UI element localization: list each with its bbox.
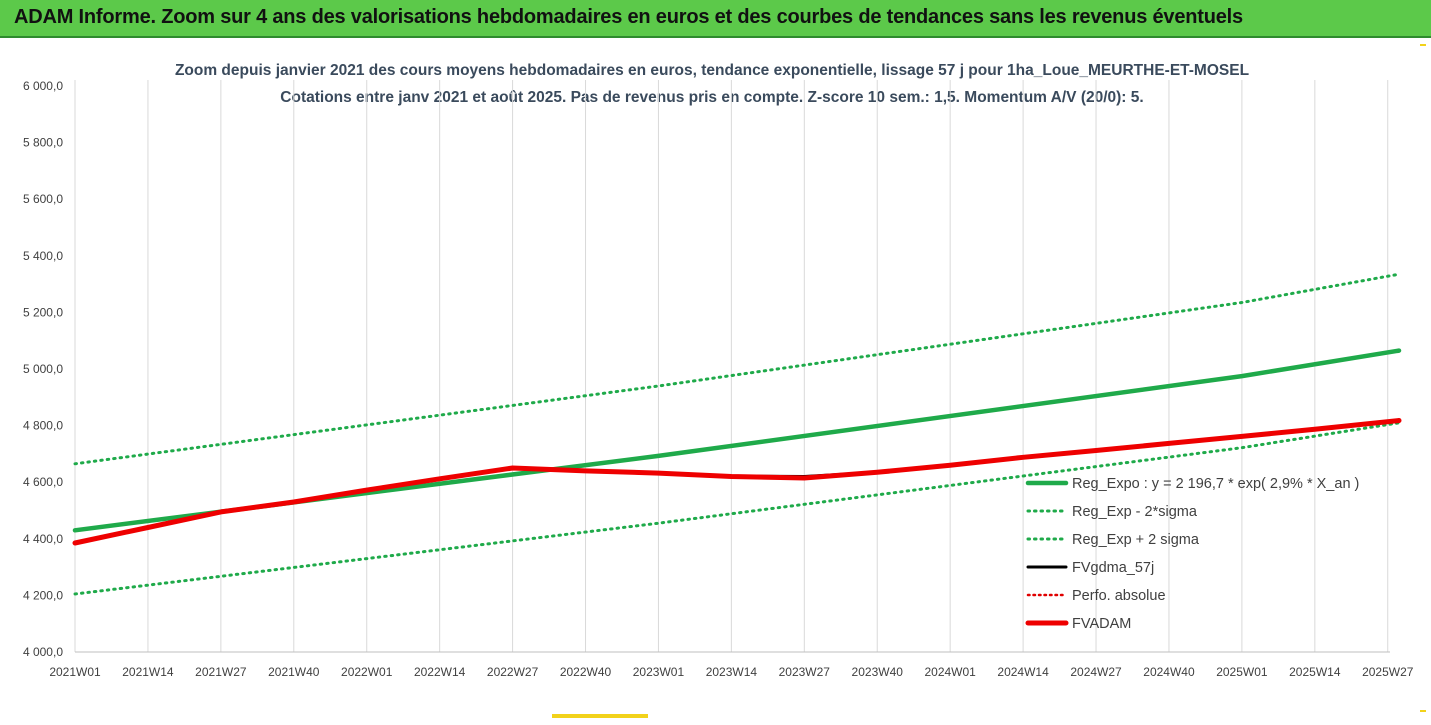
x-tick-label: 2024W14	[997, 665, 1049, 679]
x-tick-label: 2023W01	[633, 665, 685, 679]
legend: Reg_Expo : y = 2 196,7 * exp( 2,9% * X_a…	[1025, 476, 1359, 632]
x-tick-label: 2021W27	[195, 665, 247, 679]
chart-subtitle: Cotations entre janv 2021 et août 2025. …	[280, 89, 1143, 106]
y-tick-label: 5 400,0	[23, 249, 63, 263]
legend-label: Reg_Expo : y = 2 196,7 * exp( 2,9% * X_a…	[1072, 476, 1359, 492]
y-tick-label: 4 200,0	[23, 588, 63, 602]
report-banner: ADAM Informe. Zoom sur 4 ans des valoris…	[0, 0, 1431, 38]
y-tick-label: 5 600,0	[23, 192, 63, 206]
x-tick-label: 2025W14	[1289, 665, 1341, 679]
x-axis: 2021W01 2021W14 2021W27 2021W40 2022W01 2022W…	[49, 651, 1414, 679]
y-axis: 4 000,0 4 200,0 4 400,0 4 600,0 4 800,0 5 000…	[23, 79, 63, 659]
y-tick-label: 5 000,0	[23, 362, 63, 376]
y-tick-label: 4 400,0	[23, 532, 63, 546]
report-title: ADAM Informe. Zoom sur 4 ans des valoris…	[14, 6, 1243, 28]
series-line-2	[73, 272, 1401, 466]
grid-lines	[74, 80, 1389, 652]
frame-corner-top	[1420, 44, 1426, 56]
legend-label: Reg_Exp + 2 sigma	[1072, 532, 1200, 548]
legend-label: FVADAM	[1072, 616, 1131, 632]
x-tick-label: 2023W27	[779, 665, 831, 679]
frame-handle-bottom	[552, 714, 648, 718]
x-tick-label: 2023W14	[706, 665, 758, 679]
legend-label: Perfo. absolue	[1072, 588, 1166, 604]
chart-title: Zoom depuis janvier 2021 des cours moyen…	[175, 62, 1249, 79]
x-tick-label: 2022W14	[414, 665, 466, 679]
series-group	[72, 272, 1402, 596]
series-line-0	[72, 348, 1402, 533]
line-chart: Zoom depuis janvier 2021 des cours moyen…	[23, 62, 1414, 679]
x-tick-label: 2025W27	[1362, 665, 1414, 679]
x-tick-label: 2022W01	[341, 665, 393, 679]
y-tick-label: 5 800,0	[23, 136, 63, 150]
x-tick-label: 2024W01	[924, 665, 976, 679]
y-tick-label: 6 000,0	[23, 79, 63, 93]
x-tick-label: 2025W01	[1216, 665, 1268, 679]
legend-label: Reg_Exp - 2*sigma	[1072, 504, 1198, 520]
y-tick-label: 4 000,0	[23, 645, 63, 659]
frame-corner-bottom	[1420, 700, 1426, 712]
x-tick-label: 2021W01	[49, 665, 101, 679]
x-tick-label: 2021W40	[268, 665, 320, 679]
x-tick-label: 2023W40	[852, 665, 904, 679]
legend-label: FVgdma_57j	[1072, 560, 1154, 576]
x-tick-label: 2021W14	[122, 665, 174, 679]
series-line-1	[73, 421, 1401, 596]
chart-area: Zoom depuis janvier 2021 des cours moyen…	[0, 38, 1431, 720]
y-tick-label: 4 800,0	[23, 419, 63, 433]
y-tick-label: 4 600,0	[23, 475, 63, 489]
x-tick-label: 2024W27	[1070, 665, 1122, 679]
series-line-5	[72, 418, 1402, 546]
x-tick-label: 2024W40	[1143, 665, 1195, 679]
x-tick-label: 2022W40	[560, 665, 612, 679]
y-tick-label: 5 200,0	[23, 305, 63, 319]
x-tick-label: 2022W27	[487, 665, 539, 679]
